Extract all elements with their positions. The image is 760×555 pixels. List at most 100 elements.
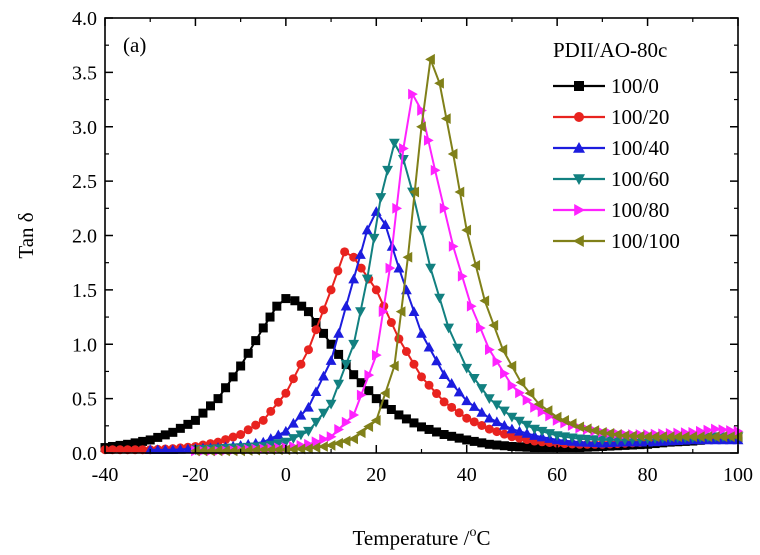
marker-triangle-up: [498, 420, 510, 430]
legend-label: 100/0: [611, 74, 659, 98]
marker-triangle-up: [265, 433, 277, 443]
marker-square: [484, 439, 494, 449]
y-tick-label: 4.0: [72, 8, 97, 30]
marker-triangle-up: [529, 430, 540, 440]
marker-triangle-down: [521, 420, 533, 431]
marker-circle: [138, 445, 148, 455]
legend-item: 100/80: [553, 198, 669, 222]
marker-square: [424, 424, 434, 434]
marker-square: [206, 401, 215, 411]
marker-triangle-up: [468, 401, 480, 411]
marker-triangle-down: [361, 274, 373, 285]
marker-square: [272, 301, 282, 311]
marker-triangle-left: [581, 423, 592, 435]
marker-circle: [477, 420, 487, 430]
marker-triangle-right: [703, 424, 714, 436]
marker-triangle-down: [589, 435, 601, 445]
legend-item: 100/100: [553, 229, 680, 253]
marker-square: [236, 361, 246, 371]
marker-square: [409, 418, 419, 428]
marker-triangle-down: [443, 323, 455, 334]
legend-label: 100/40: [611, 136, 669, 160]
marker-triangle-down: [551, 431, 563, 441]
marker-triangle-right: [475, 322, 486, 334]
marker-circle: [371, 285, 381, 295]
marker-triangle-up: [348, 273, 360, 284]
marker-triangle-right: [319, 433, 329, 445]
marker-triangle-right: [399, 143, 409, 154]
marker-triangle-up: [476, 407, 488, 417]
marker-square: [213, 394, 223, 404]
marker-triangle-up: [272, 429, 284, 440]
x-axis-title-sup: o: [469, 525, 476, 540]
marker-triangle-left: [524, 387, 535, 399]
marker-circle: [417, 372, 426, 382]
marker-triangle-up: [174, 443, 186, 454]
marker-triangle-down: [468, 374, 480, 384]
marker-triangle-down: [348, 339, 360, 350]
marker-triangle-up: [514, 425, 525, 436]
marker-triangle-left: [470, 260, 481, 271]
marker-triangle-right: [457, 270, 468, 282]
marker-square: [379, 399, 389, 409]
panel-label: (a): [123, 33, 146, 57]
marker-triangle-down: [476, 384, 488, 394]
marker-square: [153, 432, 163, 442]
marker-square: [138, 436, 148, 446]
marker-triangle-down: [574, 434, 586, 445]
y-tick-label: 0.5: [72, 389, 97, 411]
marker-square: [394, 410, 404, 420]
marker-triangle-right: [423, 134, 434, 146]
marker-circle: [409, 359, 419, 369]
marker-square: [198, 408, 208, 418]
marker-triangle-up: [355, 249, 366, 259]
marker-triangle-right: [385, 262, 396, 274]
legend-label: 100/60: [611, 167, 669, 191]
marker-square: [401, 414, 411, 424]
marker-circle: [454, 408, 464, 418]
marker-triangle-right: [492, 356, 503, 368]
marker-circle: [574, 112, 584, 122]
marker-square: [123, 439, 133, 449]
marker-triangle-left: [348, 433, 358, 445]
marker-triangle-right: [417, 105, 427, 116]
marker-circle: [251, 420, 261, 430]
marker-circle: [311, 325, 321, 335]
marker-circle: [333, 266, 343, 276]
x-axis-title: Temperature /oC: [353, 525, 491, 550]
marker-circle: [349, 252, 359, 262]
marker-triangle-up: [491, 416, 503, 427]
marker-circle: [439, 397, 449, 407]
y-tick-label: 3.0: [72, 117, 97, 139]
marker-triangle-right: [311, 436, 322, 448]
marker-triangle-left: [725, 431, 735, 443]
marker-square: [530, 443, 540, 453]
marker-circle: [258, 415, 268, 425]
marker-triangle-up: [310, 386, 322, 397]
marker-triangle-left: [379, 387, 390, 399]
x-tick-label: 20: [366, 464, 386, 486]
marker-triangle-left: [363, 421, 374, 432]
marker-triangle-down: [398, 155, 409, 165]
marker-triangle-up: [159, 444, 171, 455]
marker-triangle-left: [303, 443, 313, 455]
marker-circle: [424, 380, 434, 390]
marker-square: [265, 312, 275, 322]
marker-triangle-right: [515, 387, 525, 399]
marker-triangle-up: [280, 425, 292, 436]
marker-triangle-up: [408, 306, 420, 316]
marker-triangle-right: [408, 88, 418, 100]
marker-triangle-left: [318, 441, 328, 452]
marker-square: [371, 394, 381, 404]
marker-triangle-down: [506, 412, 518, 423]
marker-triangle-up: [431, 355, 442, 366]
marker-square: [537, 443, 547, 453]
marker-triangle-right: [507, 380, 518, 391]
marker-triangle-down: [280, 437, 292, 448]
marker-triangle-down: [452, 343, 464, 354]
marker-circle: [319, 305, 329, 315]
x-tick-label: 80: [638, 464, 658, 486]
marker-square: [492, 440, 502, 450]
marker-triangle-left: [574, 421, 585, 433]
